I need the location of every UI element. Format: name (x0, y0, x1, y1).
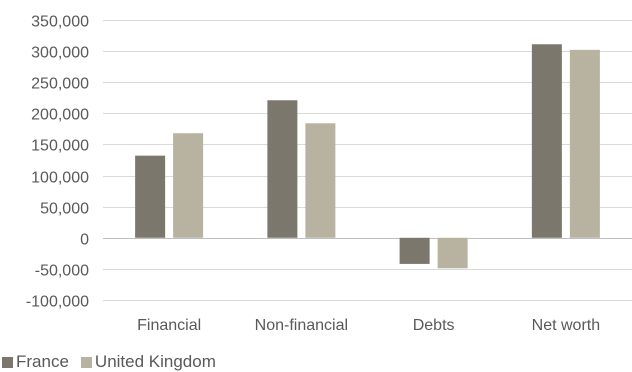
y-tick-label: -100,000 (26, 294, 89, 311)
bar-series-2 (437, 237, 468, 269)
legend-swatch-series-2 (80, 356, 92, 368)
bar-series-1 (399, 237, 430, 264)
y-tick-label: 300,000 (31, 45, 89, 62)
y-tick-label: 250,000 (31, 76, 89, 93)
bar-chart: 350,000 300,000 250,000 200,000 150,000 100,0… (26, 14, 632, 334)
legend-label-series-1: France (16, 352, 69, 371)
x-category-label: Financial (137, 317, 201, 334)
y-tick-label: 200,000 (31, 107, 89, 124)
x-category-label: Net worth (532, 317, 600, 334)
bar-series-2 (173, 133, 204, 238)
legend-item-series-2: United Kingdom (80, 352, 216, 372)
y-tick-label: 0 (80, 232, 89, 249)
legend-item-series-1: France (2, 352, 69, 372)
y-axis-tick-labels: 350,000 300,000 250,000 200,000 150,000 100,0… (26, 14, 89, 311)
y-tick-label: -50,000 (35, 263, 89, 280)
x-category-label: Non-financial (255, 317, 348, 334)
bars (135, 44, 600, 269)
bar-series-1 (135, 155, 166, 238)
x-category-label: Debts (413, 317, 455, 334)
legend-label-series-2: United Kingdom (94, 352, 216, 371)
legend-swatch-series-1 (2, 356, 13, 368)
bar-series-1 (267, 100, 298, 238)
legend: France United Kingdom (2, 352, 228, 372)
bar-series-1 (531, 44, 562, 238)
bar-series-2 (569, 49, 600, 238)
y-tick-label: 100,000 (31, 170, 89, 187)
y-tick-label: 150,000 (31, 138, 89, 155)
y-tick-label: 50,000 (40, 201, 89, 218)
y-tick-label: 350,000 (31, 14, 89, 31)
x-axis-category-labels: Financial Non-financial Debts Net worth (137, 317, 600, 334)
bar-series-2 (305, 123, 336, 238)
